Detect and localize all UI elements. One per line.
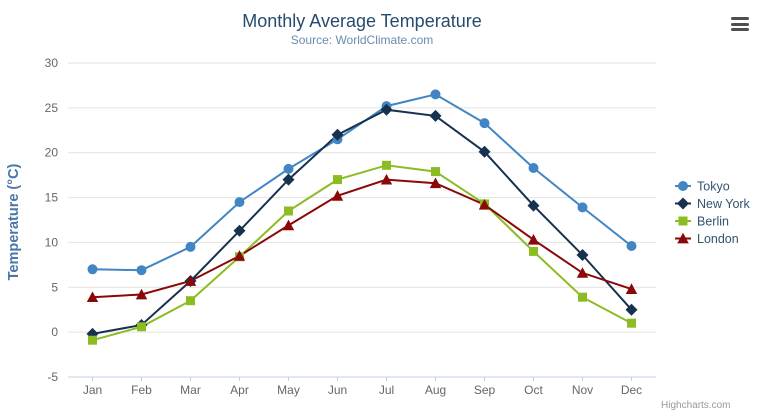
svg-text:Jun: Jun xyxy=(328,383,347,397)
svg-text:30: 30 xyxy=(45,56,59,70)
svg-text:New York: New York xyxy=(697,197,751,211)
svg-text:Oct: Oct xyxy=(524,383,543,397)
svg-text:Jan: Jan xyxy=(83,383,102,397)
svg-text:Jul: Jul xyxy=(379,383,394,397)
svg-text:0: 0 xyxy=(51,325,58,339)
svg-text:Feb: Feb xyxy=(131,383,152,397)
svg-text:Berlin: Berlin xyxy=(697,214,729,228)
svg-text:-5: -5 xyxy=(47,370,58,384)
svg-text:10: 10 xyxy=(45,235,59,249)
svg-text:Temperature (°C): Temperature (°C) xyxy=(6,163,22,280)
svg-text:Apr: Apr xyxy=(230,383,249,397)
svg-text:Mar: Mar xyxy=(180,383,201,397)
svg-text:5: 5 xyxy=(51,280,58,294)
svg-text:Sep: Sep xyxy=(474,383,496,397)
svg-text:Aug: Aug xyxy=(425,383,446,397)
svg-text:Nov: Nov xyxy=(572,383,593,397)
svg-text:Tokyo: Tokyo xyxy=(697,179,730,193)
svg-text:Dec: Dec xyxy=(621,383,642,397)
svg-text:15: 15 xyxy=(45,191,59,205)
svg-text:20: 20 xyxy=(45,146,59,160)
svg-text:May: May xyxy=(277,383,300,397)
svg-text:25: 25 xyxy=(45,101,59,115)
svg-text:London: London xyxy=(697,232,739,246)
